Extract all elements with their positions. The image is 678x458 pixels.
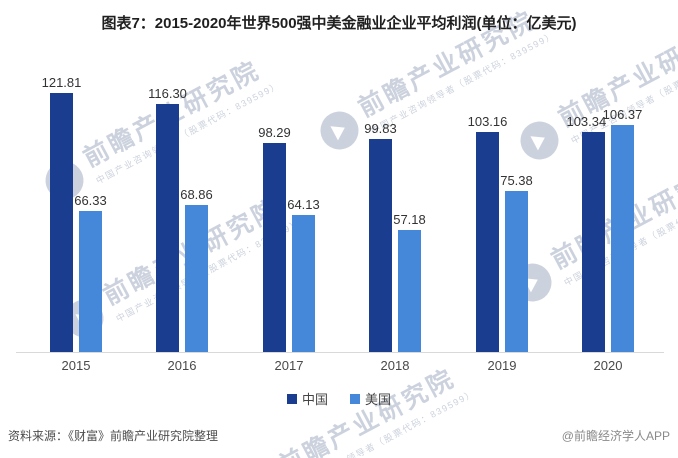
legend-item-usa: 美国 xyxy=(350,389,391,408)
bar-usa-2018: 57.18 xyxy=(393,212,426,352)
bar-group-2016: 116.30 68.86 xyxy=(148,86,213,352)
legend: 中国 美国 xyxy=(0,389,678,408)
x-axis-label-2017: 2017 xyxy=(274,358,304,373)
x-axis-line xyxy=(16,352,664,353)
x-axis-label-2019: 2019 xyxy=(487,358,517,373)
bar-group-2015: 121.81 66.33 xyxy=(42,75,107,352)
bar-china-2018: 99.83 xyxy=(364,121,397,352)
bar-china-2019: 103.16 xyxy=(468,114,507,352)
value-label-china-2018: 99.83 xyxy=(364,121,397,136)
value-label-china-2020: 103.34 xyxy=(566,114,607,129)
bar-china-2015: 121.81 xyxy=(42,75,81,352)
source-note: 资料来源：《财富》前瞻产业研究院整理 xyxy=(8,429,219,443)
bar-usa-2020: 106.37 xyxy=(603,107,642,352)
value-label-china-2015: 121.81 xyxy=(41,75,82,90)
value-label-usa-2017: 64.13 xyxy=(287,197,320,212)
value-label-usa-2020: 106.37 xyxy=(602,107,643,122)
bar-china-2017: 98.29 xyxy=(258,125,291,352)
bar-usa-2015: 66.33 xyxy=(74,193,107,352)
value-label-usa-2018: 57.18 xyxy=(393,212,426,227)
bar-china-2016: 116.30 xyxy=(148,86,187,352)
bar-usa-2016: 68.86 xyxy=(180,187,213,352)
bar-usa-2017: 64.13 xyxy=(287,197,320,352)
x-axis-label-2018: 2018 xyxy=(380,358,410,373)
value-label-china-2019: 103.16 xyxy=(467,114,508,129)
chart-title: 图表7：2015-2020年世界500强中美金融业企业平均利润(单位：亿美元) xyxy=(101,15,577,32)
footer: 资料来源：《财富》前瞻产业研究院整理 @前瞻经济学人APP xyxy=(8,427,670,444)
legend-label-usa: 美国 xyxy=(365,392,392,407)
value-label-usa-2015: 66.33 xyxy=(74,193,107,208)
value-label-china-2016: 116.30 xyxy=(148,86,187,101)
x-axis-label-2020: 2020 xyxy=(593,358,623,373)
legend-label-china: 中国 xyxy=(301,392,328,407)
bar-group-2017: 98.29 64.13 xyxy=(258,125,320,352)
legend-item-china: 中国 xyxy=(286,389,328,408)
bar-group-2020: 103.34 106.37 xyxy=(566,107,642,352)
x-axis-label-2016: 2016 xyxy=(167,358,197,373)
bar-china-2020: 103.34 xyxy=(566,114,606,352)
legend-swatch-usa xyxy=(350,393,360,404)
value-label-usa-2016: 68.86 xyxy=(180,187,213,202)
brand-credit: @前瞻经济学人APP xyxy=(561,429,670,443)
bar-group-2019: 103.16 75.38 xyxy=(468,114,533,352)
bar-group-2018: 99.83 57.18 xyxy=(364,121,426,352)
bar-usa-2019: 75.38 xyxy=(500,173,533,352)
x-axis-label-2015: 2015 xyxy=(61,358,91,373)
legend-swatch-china xyxy=(286,393,297,404)
value-label-china-2017: 98.29 xyxy=(258,125,291,140)
value-label-usa-2019: 75.38 xyxy=(500,173,533,188)
